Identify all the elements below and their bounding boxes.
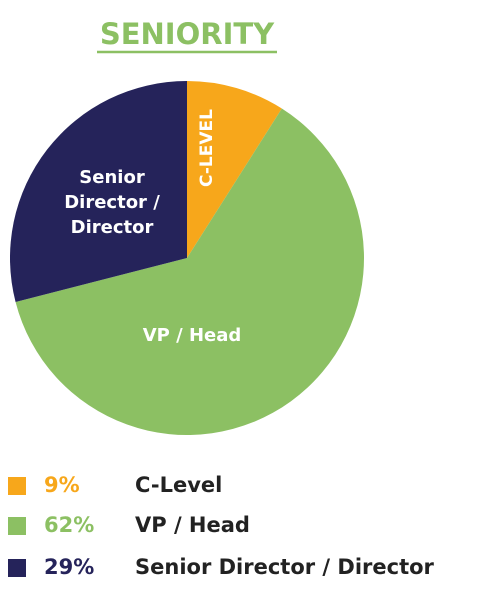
legend-label: Senior Director / Director [135,555,435,579]
chart-title: SENIORITY [100,17,275,51]
slice-label: Director [71,217,154,238]
slice-label: C-LEVEL [197,109,217,187]
pie-slice [187,81,282,258]
legend-label: VP / Head [135,513,250,537]
legend-swatch [8,517,26,535]
legend-label: C-Level [135,473,222,497]
pie-slice [15,108,364,435]
slice-label: Senior [79,167,145,188]
legend-value: 62% [44,513,94,537]
legend-value: 29% [44,555,94,579]
legend-swatch [8,477,26,495]
legend-swatch [8,559,26,577]
legend-value: 9% [44,473,80,497]
slice-label: VP / Head [143,325,242,346]
slice-label: Director / [64,192,160,213]
pie-slice [9,81,187,303]
